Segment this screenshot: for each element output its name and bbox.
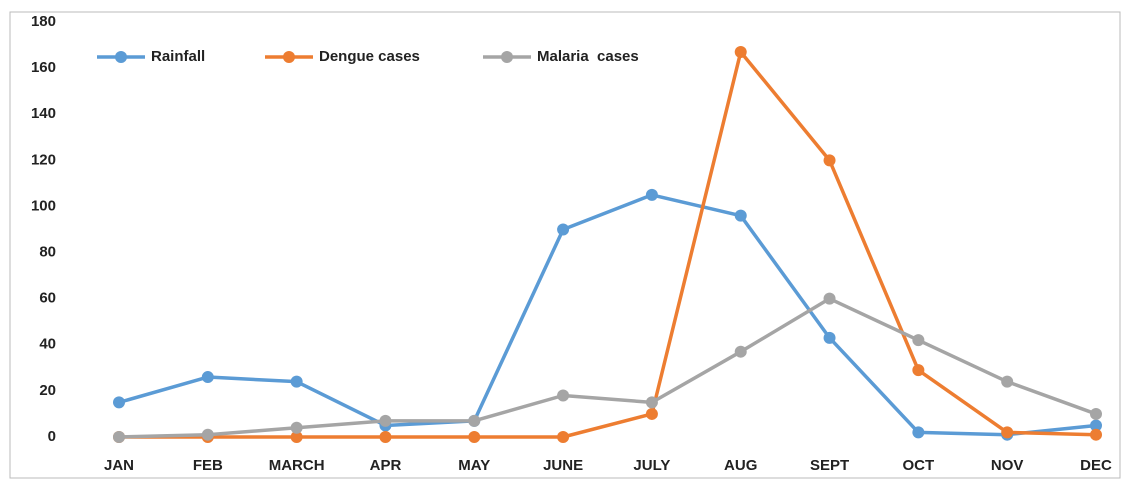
data-point bbox=[823, 154, 836, 167]
chart-frame bbox=[9, 11, 1121, 479]
x-tick-label: DEC bbox=[1080, 457, 1112, 474]
series-line bbox=[119, 50, 1097, 439]
legend-label: Malaria cases bbox=[537, 48, 639, 65]
legend-label: Rainfall bbox=[151, 48, 205, 65]
y-tick-label: 20 bbox=[39, 382, 56, 399]
data-point bbox=[557, 431, 570, 443]
legend-marker bbox=[115, 51, 127, 63]
y-tick-label: 60 bbox=[39, 290, 56, 307]
data-point bbox=[290, 421, 303, 434]
y-tick-label: 180 bbox=[31, 13, 56, 30]
data-point bbox=[912, 364, 925, 377]
data-point bbox=[734, 45, 747, 58]
y-tick-label: 100 bbox=[31, 197, 56, 214]
legend-marker bbox=[501, 51, 513, 63]
data-point bbox=[379, 431, 392, 443]
data-point bbox=[201, 428, 214, 441]
y-tick-label: 40 bbox=[39, 336, 56, 353]
data-point bbox=[201, 371, 214, 384]
data-point bbox=[557, 389, 570, 402]
x-tick-label: JULY bbox=[633, 457, 670, 474]
data-point bbox=[113, 431, 125, 443]
data-point bbox=[1001, 375, 1014, 388]
y-tick-label: 0 bbox=[48, 428, 56, 445]
legend-label: Dengue cases bbox=[319, 48, 420, 65]
data-point bbox=[645, 396, 658, 409]
x-tick-label: NOV bbox=[991, 457, 1024, 474]
data-point bbox=[113, 396, 125, 409]
data-point bbox=[557, 223, 570, 236]
y-tick-label: 120 bbox=[31, 151, 56, 168]
x-tick-label: JAN bbox=[104, 457, 134, 474]
data-point bbox=[290, 375, 303, 388]
series-line bbox=[118, 193, 1097, 437]
series-line bbox=[118, 296, 1097, 439]
data-point bbox=[645, 188, 658, 201]
y-tick-label: 140 bbox=[31, 105, 56, 122]
data-point bbox=[1090, 428, 1102, 441]
x-tick-label: AUG bbox=[724, 457, 757, 474]
data-point bbox=[645, 407, 658, 420]
data-point bbox=[1001, 426, 1014, 439]
data-point bbox=[912, 426, 925, 439]
y-tick-label: 160 bbox=[31, 59, 56, 76]
x-tick-label: FEB bbox=[193, 457, 223, 474]
data-point bbox=[379, 414, 392, 427]
data-point bbox=[912, 334, 925, 347]
data-point bbox=[468, 414, 481, 427]
x-tick-label: SEPT bbox=[810, 457, 849, 474]
x-tick-label: MARCH bbox=[269, 457, 325, 474]
data-point bbox=[734, 209, 747, 222]
data-point bbox=[823, 292, 836, 305]
data-point bbox=[290, 431, 303, 443]
x-tick-label: JUNE bbox=[543, 457, 583, 474]
x-tick-label: OCT bbox=[903, 457, 935, 474]
data-point bbox=[734, 345, 747, 358]
y-tick-label: 80 bbox=[39, 244, 56, 261]
data-point bbox=[823, 331, 836, 344]
legend-marker bbox=[283, 51, 295, 63]
data-point bbox=[468, 431, 481, 443]
data-point bbox=[1090, 419, 1102, 432]
data-point bbox=[1090, 407, 1102, 420]
x-tick-label: MAY bbox=[458, 457, 490, 474]
x-tick-label: APR bbox=[370, 457, 402, 474]
